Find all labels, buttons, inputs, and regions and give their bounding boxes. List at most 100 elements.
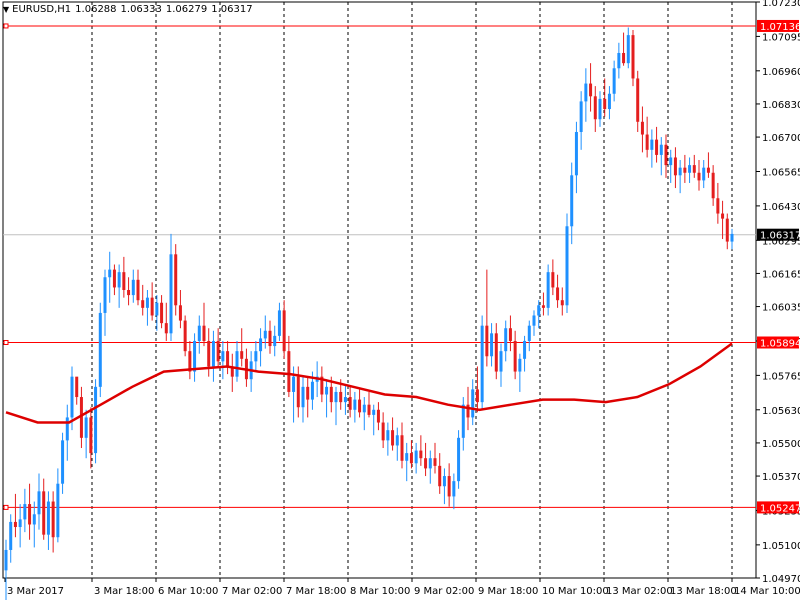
candle-body [112,269,116,288]
line-handle [3,23,9,29]
candle-body [301,386,305,408]
candle-body [273,335,277,347]
candle-body [490,333,494,357]
candle-body [89,417,93,454]
candle-body [574,131,578,176]
candle-body [310,381,314,400]
candle-body [292,376,296,392]
dropdown-triangle-icon[interactable]: ▼ [3,5,10,14]
y-tick-label: 1.06700 [762,133,800,144]
candle-body [645,134,649,150]
candle-body [442,476,446,487]
candle-body [94,386,98,454]
candle-body [37,491,41,515]
candle-body [325,386,329,395]
candle-body [622,52,626,64]
candle-body [136,279,140,301]
candle-body [636,78,640,122]
candle-body [178,305,182,321]
candle-body [108,269,112,278]
candle-body [673,157,677,176]
candle-body [730,233,734,242]
candle-body [193,340,197,372]
candle-body [372,409,376,415]
candle-body [263,330,267,339]
moving-average-line [5,342,733,424]
candle-body [70,376,74,418]
candle-body [414,450,418,464]
y-tick-label: 1.04970 [762,574,800,585]
line-handle [3,504,9,510]
close-value: 1.06317 [211,4,253,15]
candle-body [202,325,206,341]
candle-body [155,302,159,316]
candle-body [447,476,451,497]
candle-body [103,277,107,313]
candle-body [254,351,258,362]
line-handle [3,340,9,346]
candle-body [329,386,333,403]
candle-body [79,397,83,438]
open-value: 1.06288 [75,4,117,15]
candle-body [617,52,621,69]
candle-body [221,351,225,362]
candle-body [640,121,644,135]
candle-body [551,272,555,288]
candle-body [353,399,357,410]
candle-body [216,340,220,362]
candle-body [405,453,409,461]
candle-body [409,453,413,464]
candle-body [376,409,380,423]
x-tick-label: 7 Mar 18:00 [286,586,346,597]
candle-body [494,333,498,372]
candle-body [164,323,168,334]
candle-body [174,254,178,306]
candle-body [556,287,560,301]
candle-body [669,157,673,166]
x-tick-label: 9 Mar 18:00 [478,586,538,597]
candle-body [692,165,696,173]
candle-body [306,386,310,400]
candle-body [532,315,536,326]
candle-body [56,483,60,538]
candle-body [499,351,503,372]
candle-body [61,440,65,484]
candle-body [131,279,135,296]
candle-body [702,167,706,181]
current-price-label-bg [757,228,799,241]
x-tick-label: 3 Mar 2017 [7,586,64,597]
candle-body [282,310,286,352]
y-tick-label: 1.06430 [762,202,800,213]
candle-body [706,167,710,173]
candle-body [659,144,663,155]
price-label-bg [757,19,799,32]
candle-body [145,297,149,308]
candle-body [433,458,437,466]
candle-body [395,435,399,446]
candle-body [122,272,126,290]
y-tick-label: 1.06565 [762,167,800,178]
candle-body [424,458,428,469]
candle-body [452,481,456,497]
candle-body [358,399,362,413]
candle-body [381,422,385,441]
x-tick-label: 8 Mar 10:00 [350,586,410,597]
candle-body [127,290,131,296]
price-label-bg [757,501,799,514]
candle-body [626,35,630,64]
candle-body [32,514,36,525]
candle-body [725,218,729,242]
candle-body [419,450,423,459]
candle-body [480,325,484,403]
y-tick-label: 1.07230 [762,0,800,9]
price-label-text: 1.07136 [760,22,800,33]
candle-body [207,340,211,367]
y-tick-label: 1.06960 [762,67,800,78]
chart-header: ▼ EURUSD,H1 1.06288 1.06333 1.06279 1.06317 [3,4,257,15]
candle-body [197,325,201,341]
price-label-text: 1.05247 [760,503,800,514]
y-tick-label: 1.06035 [762,303,800,314]
candle-body [226,351,230,367]
